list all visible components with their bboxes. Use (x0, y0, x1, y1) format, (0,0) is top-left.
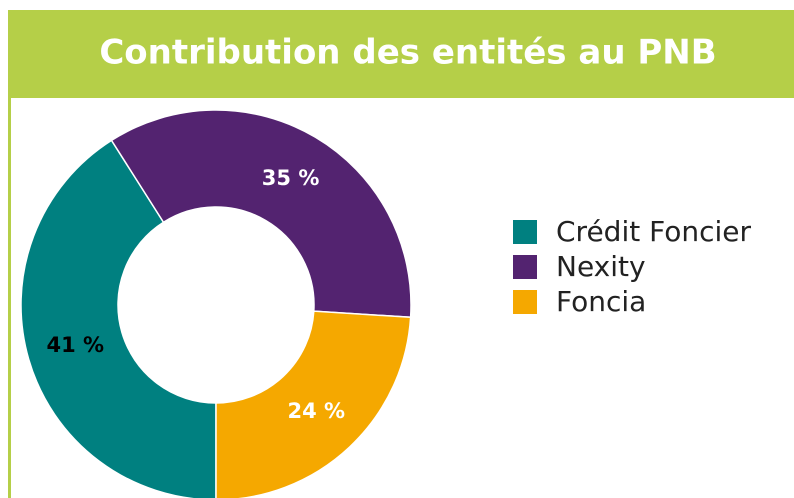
value-label: 35 % (262, 166, 320, 190)
legend-swatch (513, 220, 537, 244)
donut-slice (215, 310, 412, 498)
value-label: 24 % (287, 399, 345, 423)
donut-slice (20, 139, 217, 498)
chart-title: Contribution des entités au PNB (99, 33, 716, 73)
legend-text: Crédit Foncier (556, 215, 751, 248)
value-label: 41 % (47, 333, 105, 357)
left-border (8, 98, 11, 498)
legend-swatch (513, 255, 537, 279)
title-bar (8, 10, 794, 98)
donut-slice (110, 109, 412, 319)
legend-swatch (513, 290, 537, 314)
legend-text: Foncia (556, 285, 646, 318)
legend-text: Nexity (556, 250, 646, 283)
